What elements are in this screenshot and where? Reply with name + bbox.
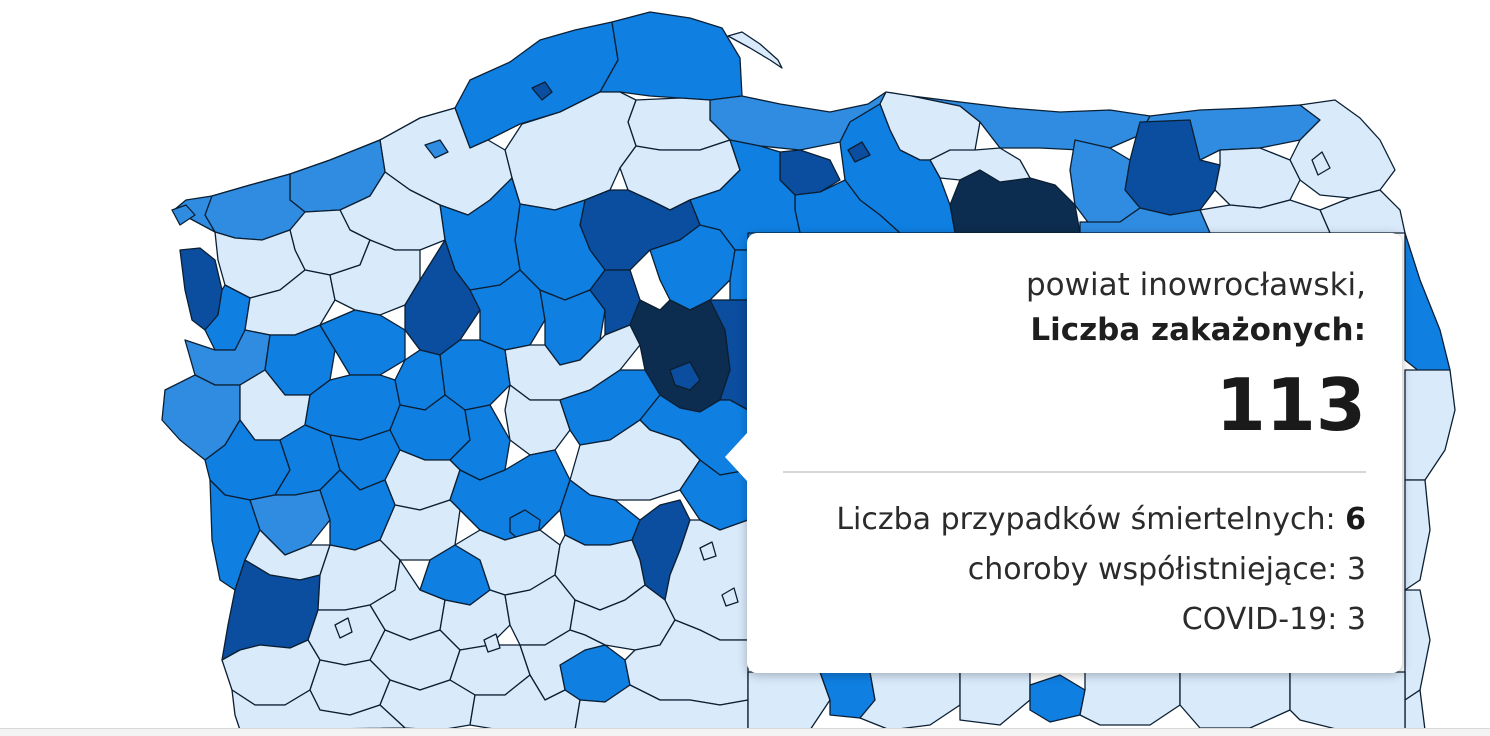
- district-region[interactable]: [334, 617, 353, 639]
- tooltip-covid-value: 3: [1346, 602, 1366, 637]
- district-region[interactable]: [469, 269, 546, 351]
- district-region[interactable]: [669, 361, 701, 391]
- district-region[interactable]: [959, 671, 1031, 726]
- district-region[interactable]: [859, 671, 961, 731]
- tooltip-comorbid-label: choroby współistniejące:: [967, 552, 1347, 587]
- district-region[interactable]: [727, 31, 783, 69]
- tooltip-covid-label: COVID-19:: [1181, 602, 1347, 637]
- tooltip-comorbid-row: choroby współistniejące: 3: [783, 545, 1366, 595]
- tooltip-deaths-row: Liczba przypadków śmiertelnych: 6: [783, 495, 1366, 545]
- district-region[interactable]: [847, 141, 871, 163]
- tooltip-metric-label: Liczba zakażonych:: [1030, 312, 1366, 348]
- page-bottom-edge: [0, 728, 1490, 736]
- district-region[interactable]: [1079, 671, 1181, 726]
- district-region[interactable]: [483, 633, 501, 653]
- district-tooltip: powiat inowrocławski, Liczba zakażonych:…: [725, 233, 1402, 673]
- district-region[interactable]: [721, 587, 739, 607]
- district-region[interactable]: [1179, 671, 1291, 729]
- district-region[interactable]: [231, 689, 406, 731]
- district-region[interactable]: [929, 147, 1031, 183]
- tooltip-metric-value: 113: [1215, 363, 1366, 447]
- tooltip-deaths-label: Liczba przypadków śmiertelnych:: [836, 502, 1346, 537]
- tooltip-deaths-value: 6: [1345, 502, 1366, 537]
- district-region[interactable]: [699, 541, 717, 561]
- district-region[interactable]: [1404, 232, 1451, 373]
- district-region[interactable]: [1404, 479, 1431, 591]
- tooltip-comorbid-value: 3: [1346, 552, 1366, 587]
- district-region[interactable]: [1214, 147, 1301, 209]
- district-region[interactable]: [171, 204, 196, 226]
- tooltip-covid-row: COVID-19: 3: [783, 595, 1366, 645]
- tooltip-divider: [783, 471, 1366, 473]
- tooltip-region-name: powiat inowrocławski,: [1025, 267, 1366, 303]
- district-region[interactable]: [1404, 369, 1456, 481]
- district-region[interactable]: [1289, 671, 1406, 731]
- district-region[interactable]: [599, 11, 743, 101]
- tooltip-pointer: [725, 433, 747, 481]
- district-region[interactable]: [531, 81, 553, 101]
- district-region[interactable]: [1404, 589, 1431, 701]
- district-region[interactable]: [424, 139, 449, 159]
- district-region[interactable]: [1029, 674, 1086, 723]
- district-region[interactable]: [747, 671, 831, 731]
- district-region[interactable]: [1311, 151, 1331, 176]
- district-region[interactable]: [911, 95, 1151, 151]
